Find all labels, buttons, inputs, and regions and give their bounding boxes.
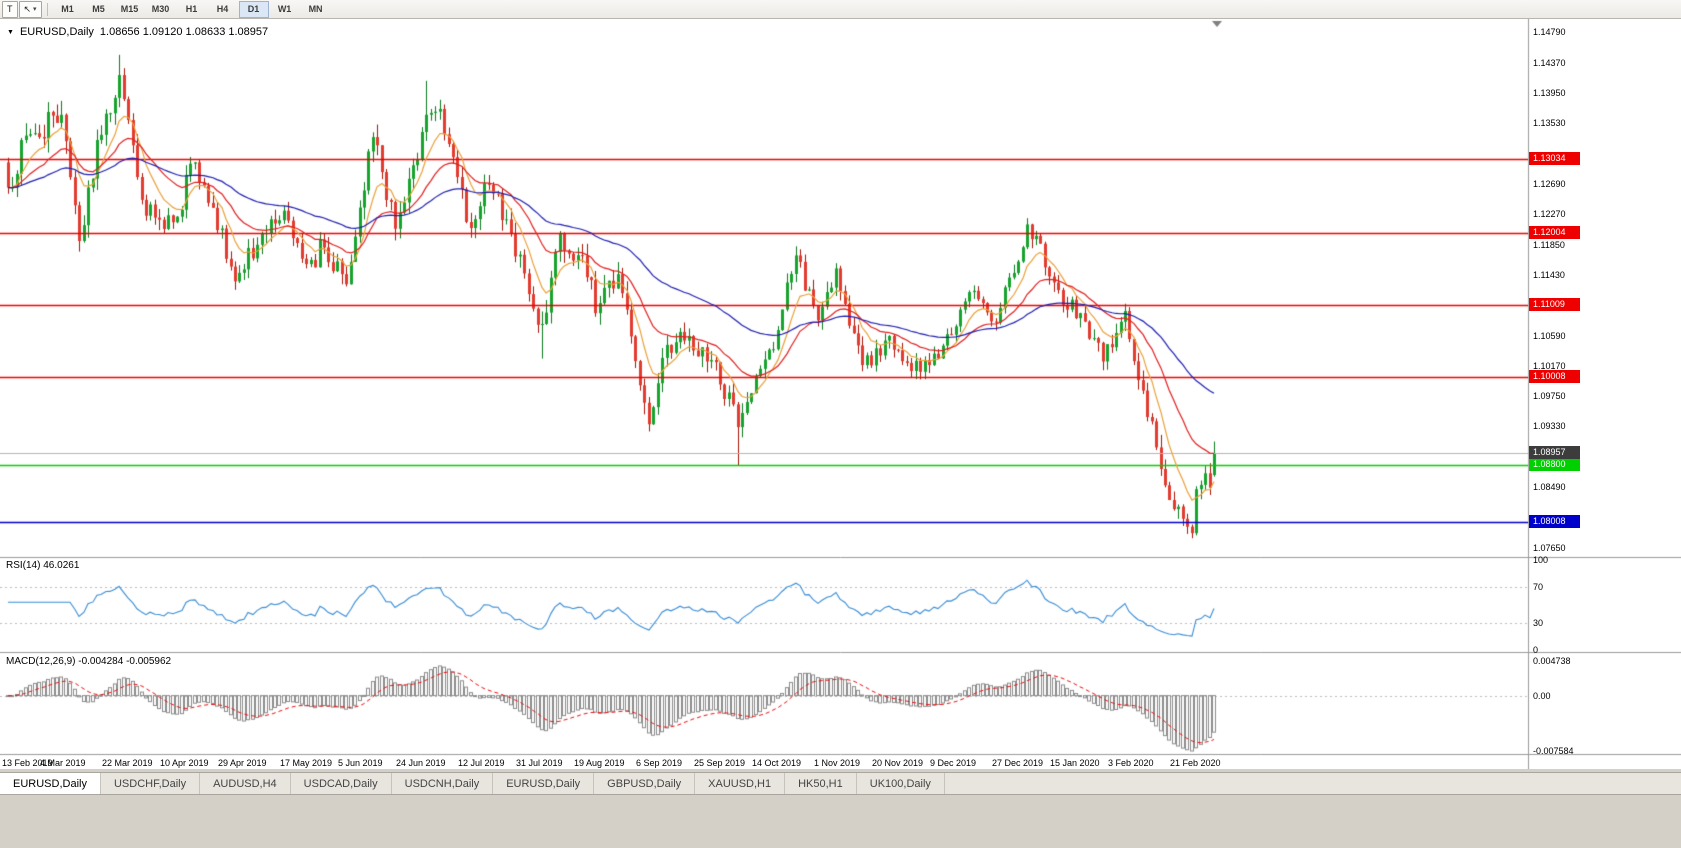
top-toolbar: T ↖ ▾ M1 M5 M15 M30 H1 H4 D1 W1 MN — [0, 0, 1681, 19]
date-axis-label: 29 Apr 2019 — [218, 758, 267, 768]
date-axis-label: 12 Jul 2019 — [458, 758, 505, 768]
cursor-tool-button[interactable]: ↖ ▾ — [18, 0, 42, 18]
date-axis-label: 13 Feb 2019 — [2, 758, 53, 768]
timeframe-button-m15[interactable]: M15 — [120, 4, 139, 14]
chart-title: ▼ EURUSD,Daily 1.08656 1.09120 1.08633 1… — [7, 26, 268, 38]
macd-indicator-label: MACD(12,26,9) -0.004284 -0.005962 — [6, 656, 172, 667]
date-axis-label: 15 Jan 2020 — [1050, 758, 1100, 768]
timeframe-button-h4[interactable]: H4 — [216, 4, 229, 14]
chart-tab-eurusd-daily[interactable]: EURUSD,Daily — [0, 773, 101, 794]
price-axis-tick: 1.11850 — [1533, 239, 1565, 250]
chevron-down-icon: ▾ — [33, 6, 37, 13]
chart-tab-xauusd-h1[interactable]: XAUUSD,H1 — [695, 773, 786, 794]
date-axis-label: 14 Oct 2019 — [752, 758, 802, 768]
chart-tab-usdchf-daily[interactable]: USDCHF,Daily — [101, 773, 201, 794]
date-axis-label: 10 Apr 2019 — [160, 758, 209, 768]
price-axis-tick: 1.10590 — [1533, 330, 1566, 341]
timeframe-button-mn[interactable]: MN — [308, 4, 323, 14]
macd-axis-tick: 0.004738 — [1533, 656, 1571, 666]
date-axis-label: 20 Nov 2019 — [872, 758, 924, 768]
date-axis-label: 9 Dec 2019 — [930, 758, 977, 768]
timeframe-button-m5[interactable]: M5 — [92, 4, 105, 14]
price-level-badge: 1.12004 — [1529, 226, 1580, 240]
macd-axis-tick: -0.007584 — [1533, 746, 1574, 756]
timeframe-button-w1[interactable]: W1 — [277, 4, 292, 14]
price-axis-tick: 1.11430 — [1533, 269, 1565, 280]
date-axis-label: 17 May 2019 — [280, 758, 333, 768]
chart-tab-audusd-h4[interactable]: AUDUSD,H4 — [200, 773, 291, 794]
chart-tab-gbpusd-daily[interactable]: GBPUSD,Daily — [594, 773, 696, 794]
price-level-badge: 1.08008 — [1529, 514, 1580, 528]
price-axis-tick: 1.14790 — [1533, 27, 1566, 38]
date-axis-label: 24 Jun 2019 — [396, 758, 446, 768]
date-axis-label: 4 Mar 2019 — [40, 758, 86, 768]
timeframe-button-h1[interactable]: H1 — [185, 4, 198, 14]
price-axis-tick: 1.10170 — [1533, 360, 1566, 371]
toolbar-separator — [46, 2, 48, 16]
chart-window: ▼ EURUSD,Daily 1.08656 1.09120 1.08633 1… — [0, 19, 1681, 769]
timeframe-button-m30[interactable]: M30 — [151, 4, 170, 14]
price-axis-tick: 1.14370 — [1533, 57, 1566, 68]
chart-title-ohlc: 1.08656 1.09120 1.08633 1.08957 — [99, 26, 269, 38]
rsi-axis-tick: 70 — [1533, 582, 1544, 592]
chart-tabs-bar: EURUSD,Daily USDCHF,Daily AUDUSD,H4 USDCAD,… — [0, 772, 1681, 795]
rsi-axis-tick: 0 — [1533, 645, 1539, 655]
price-level-badge: 1.13034 — [1529, 152, 1580, 166]
date-axis-label: 19 Aug 2019 — [574, 758, 625, 768]
price-chart-canvas[interactable] — [0, 19, 1681, 769]
date-axis-label: 25 Sep 2019 — [694, 758, 746, 768]
chart-tab-uk100-daily[interactable]: UK100,Daily — [857, 773, 945, 794]
rsi-indicator-label: RSI(14) 46.0261 — [6, 560, 80, 571]
price-axis-tick: 1.13530 — [1533, 118, 1566, 129]
timeframe-buttons: M1 M5 M15 M30 H1 H4 D1 W1 MN — [53, 0, 331, 18]
price-axis-tick: 1.09750 — [1533, 391, 1566, 402]
date-axis-label: 3 Feb 2020 — [1108, 758, 1154, 768]
cursor-icon: ↖ — [23, 3, 32, 14]
date-axis-label: 5 Jun 2019 — [338, 758, 383, 768]
date-axis-label: 1 Nov 2019 — [814, 758, 861, 768]
price-axis-tick: 1.09330 — [1533, 421, 1566, 432]
price-level-badge: 1.10008 — [1529, 370, 1580, 384]
chart-tab-usdcad-daily[interactable]: USDCAD,Daily — [291, 773, 392, 794]
date-axis-label: 31 Jul 2019 — [516, 758, 563, 768]
price-axis-tick: 1.07650 — [1533, 542, 1566, 553]
chart-tab-hk50-h1[interactable]: HK50,H1 — [785, 773, 857, 794]
chart-tab-usdcnh-daily[interactable]: USDCNH,Daily — [392, 773, 494, 794]
timeframe-button-d1[interactable]: D1 — [238, 0, 269, 18]
date-axis-label: 6 Sep 2019 — [636, 758, 683, 768]
symbol-dropdown-icon[interactable]: ▼ — [7, 28, 14, 36]
template-tool-button[interactable]: T — [2, 0, 18, 18]
price-axis-tick: 1.13950 — [1533, 88, 1566, 99]
current-price-badge: 1.08957 — [1529, 446, 1580, 460]
chart-tab-eurusd-daily[interactable]: EURUSD,Daily — [493, 773, 595, 794]
price-axis-tick: 1.12690 — [1533, 179, 1566, 189]
price-level-badge: 1.11009 — [1529, 298, 1580, 312]
timeframe-button-m1[interactable]: M1 — [61, 4, 74, 14]
date-axis-label: 22 Mar 2019 — [102, 758, 153, 768]
macd-axis-tick: 0.00 — [1533, 690, 1551, 701]
rsi-axis-tick: 30 — [1533, 618, 1544, 628]
rsi-axis-tick: 100 — [1533, 555, 1549, 565]
price-axis-tick: 1.12270 — [1533, 209, 1566, 220]
date-axis-label: 21 Feb 2020 — [1170, 758, 1221, 768]
price-level-badge: 1.08800 — [1529, 457, 1580, 471]
price-axis-tick: 1.08490 — [1533, 482, 1566, 493]
chart-title-symbol: EURUSD,Daily — [19, 26, 94, 38]
date-axis-label: 27 Dec 2019 — [992, 758, 1044, 768]
